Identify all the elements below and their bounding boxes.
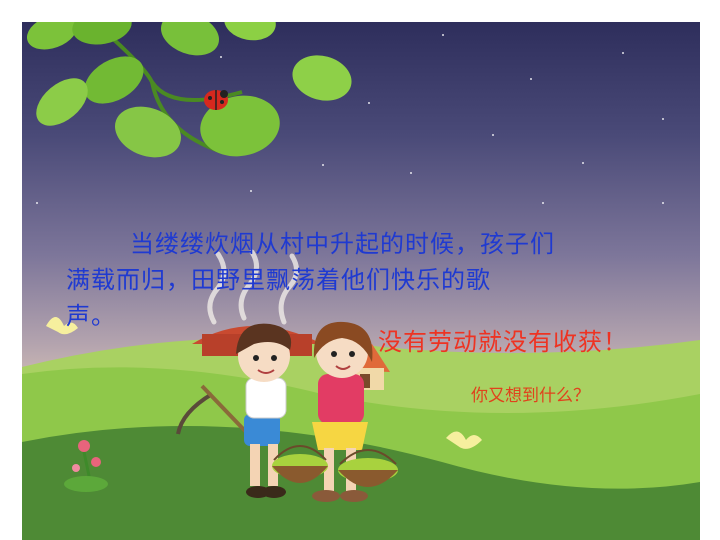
slogan-text: 没有劳动就没有收获！ <box>378 322 628 357</box>
question-text: 你又想到什么？ <box>471 381 590 406</box>
paragraph-line-2: 满载而归，田野里飘荡着他们快乐的歌 <box>66 262 666 298</box>
ladybug-icon <box>204 90 228 110</box>
leaf-branch-icon <box>22 22 357 166</box>
story-paragraph: 当缕缕炊烟从村中升起的时候，孩子们 满载而归，田野里飘荡着他们快乐的歌 声。 <box>66 226 666 334</box>
paragraph-line-1: 当缕缕炊烟从村中升起的时候，孩子们 <box>66 226 666 262</box>
slide-canvas: 当缕缕炊烟从村中升起的时候，孩子们 满载而归，田野里飘荡着他们快乐的歌 声。 没… <box>22 22 700 540</box>
